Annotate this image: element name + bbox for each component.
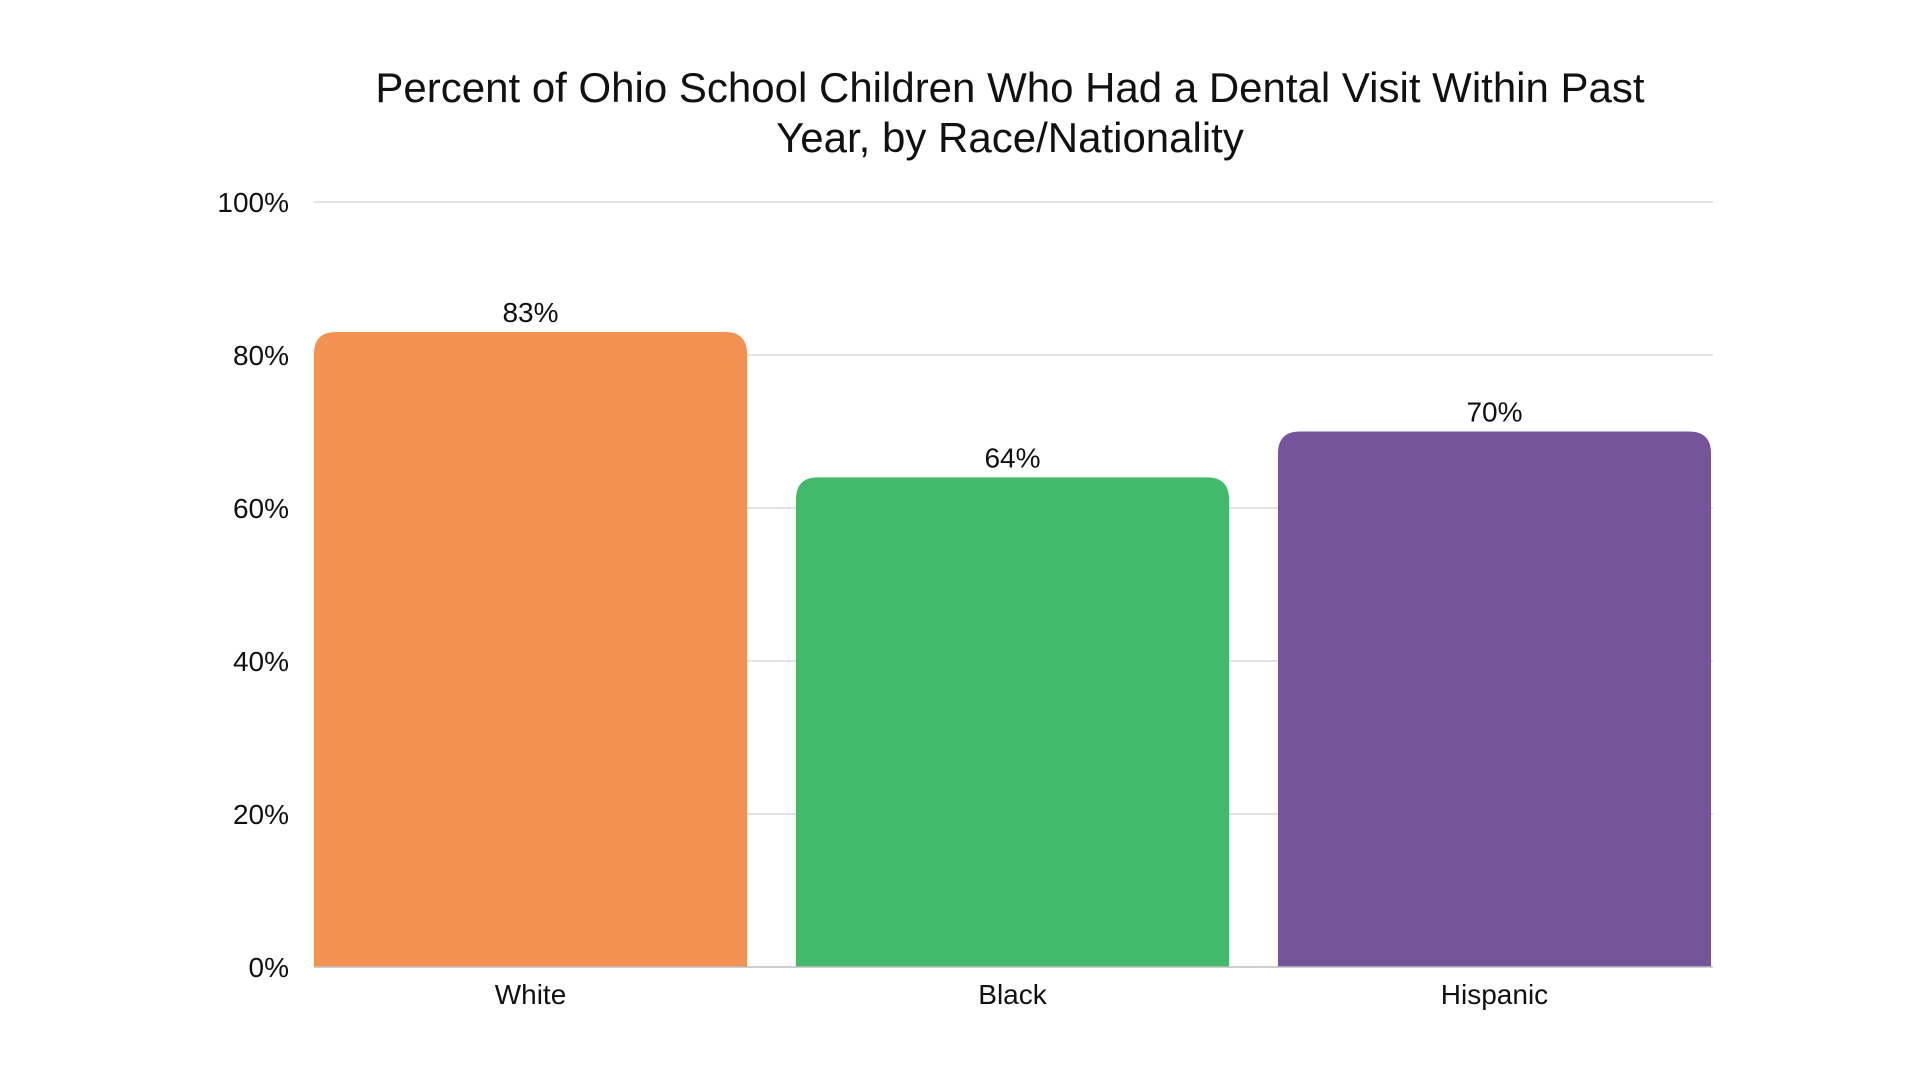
bars [314,332,1711,967]
bar-hispanic [1278,431,1711,967]
bar-white [314,332,747,967]
chart-title: Percent of Ohio School Children Who Had … [375,64,1644,161]
x-category-label: White [495,979,567,1010]
bar-value-labels: 83% 64% 70% [502,297,1522,473]
x-category-label: Black [978,979,1047,1010]
y-tick-label: 0% [249,952,289,983]
y-tick-label: 20% [233,799,289,830]
x-axis-category-labels: White Black Hispanic [495,979,1548,1010]
y-axis-tick-labels: 0% 20% 40% 60% 80% 100% [217,187,289,983]
y-tick-label: 100% [217,187,289,218]
bar-black [796,477,1229,967]
x-category-label: Hispanic [1441,979,1548,1010]
chart-title-line-1: Percent of Ohio School Children Who Had … [375,64,1644,111]
y-tick-label: 40% [233,646,289,677]
y-tick-label: 60% [233,493,289,524]
bar-value-label: 83% [502,297,558,328]
bar-value-label: 64% [984,442,1040,473]
chart-title-line-2: Year, by Race/Nationality [776,114,1244,161]
bar-value-label: 70% [1466,397,1522,428]
y-tick-label: 80% [233,340,289,371]
